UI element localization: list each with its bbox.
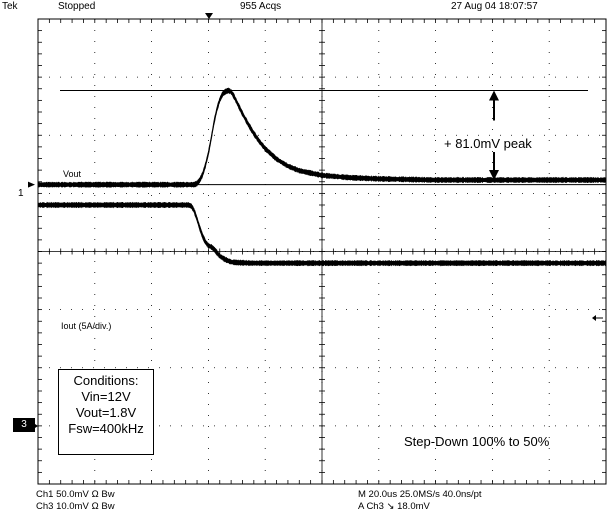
trigger-level-arrow — [592, 315, 596, 321]
brand-label: Tek — [2, 1, 18, 12]
peak-annotation: + 81.0mV peak — [444, 136, 532, 151]
trace-vout — [37, 87, 607, 188]
trigger-position-marker — [205, 13, 213, 19]
ch3-ground-arrow — [35, 424, 38, 428]
ch1-marker: 1 — [18, 188, 24, 199]
conditions-fsw: Fsw=400kHz — [68, 421, 144, 436]
graticule — [37, 18, 607, 485]
conditions-title: Conditions: — [73, 373, 139, 388]
acquisition-count: 955 Acqs — [240, 1, 282, 12]
conditions-box: Conditions: Vin=12V Vout=1.8V Fsw=400kHz — [58, 369, 154, 455]
trigger-settings: A Ch3 ↘ 18.0mV — [358, 501, 430, 512]
timebase-settings: M 20.0us 25.0MS/s 40.0ns/pt — [358, 489, 482, 500]
acquisition-state: Stopped — [58, 1, 96, 12]
ch1-settings: Ch1 50.0mV Ω Bw — [36, 489, 115, 500]
overlay-layer — [28, 13, 606, 428]
arrow-up-head — [489, 90, 499, 101]
conditions-vin: Vin=12V — [81, 389, 131, 404]
iout-label: Iout (5A/div.) — [61, 321, 112, 331]
step-annotation: Step-Down 100% to 50% — [404, 434, 550, 449]
trace-iout — [37, 201, 607, 267]
ch3-settings: Ch3 10.0mV Ω Bw — [36, 501, 115, 512]
trace-layer — [37, 87, 607, 267]
datetime: 27 Aug 04 18:07:57 — [451, 1, 538, 12]
ch3-marker: 3 — [13, 418, 35, 432]
arrow-down-head — [489, 170, 499, 181]
vout-label: Vout — [63, 169, 82, 179]
ch1-ground-arrow — [28, 181, 35, 188]
conditions-vout: Vout=1.8V — [75, 405, 137, 420]
